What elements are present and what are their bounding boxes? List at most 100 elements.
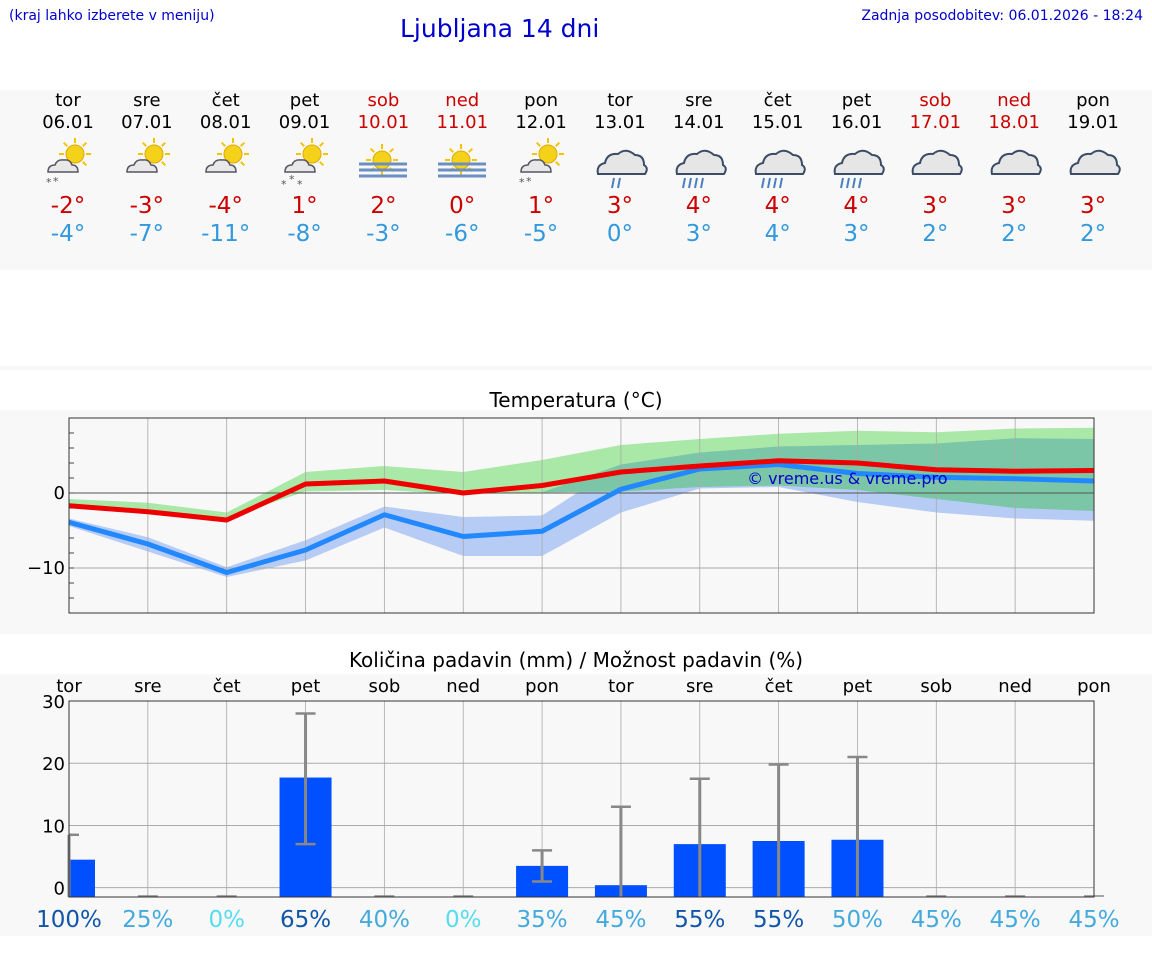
precipitation-chart-title: Količina padavin (mm) / Možnost padavin … [348, 648, 804, 672]
x-category-label: ned [998, 676, 1032, 697]
cloud-rain-icon [754, 149, 806, 189]
max-temperature: 3° [922, 193, 949, 219]
x-category-label: tor [56, 676, 82, 697]
day-date: 15.01 [751, 112, 804, 133]
x-category-label: čet [213, 676, 241, 697]
y-tick-label: 0 [54, 879, 65, 900]
day-column: sre 07.01 -3° -7° [107, 90, 187, 248]
y-tick-label: 20 [42, 754, 65, 775]
day-column: tor 13.01 3° 0° [580, 90, 660, 248]
day-name: tor [55, 90, 81, 111]
day-column: čet 08.01 -4° -11° [186, 90, 266, 248]
plot-frame [68, 700, 1095, 898]
max-temperature: 4° [685, 193, 712, 219]
max-temperature: 3° [1079, 193, 1107, 219]
x-category-label: pet [843, 676, 873, 697]
day-name: sre [685, 90, 713, 111]
x-category-label: pet [291, 676, 321, 697]
max-temperature: -3° [129, 193, 165, 219]
max-temperature: 4° [764, 193, 791, 219]
min-temperature: -6° [445, 221, 480, 247]
day-name: ned [445, 90, 480, 111]
range-overlap [69, 438, 1094, 518]
sun-fog-icon [359, 144, 408, 178]
day-column: pon 12.01 * * 1° -5° [501, 90, 581, 248]
page-title: Ljubljana 14 dni [400, 14, 600, 43]
svg-text:*: * [281, 178, 287, 190]
max-temperature: 1° [291, 193, 318, 219]
cloud-rain-icon [833, 149, 885, 189]
precipitation-probability-label: 65% [280, 907, 331, 933]
precipitation-probability-label: 45% [990, 907, 1041, 933]
sun-cloud-snow-icon: * * [46, 138, 91, 189]
precipitation-probability-label: 45% [1068, 907, 1119, 933]
svg-text:*: * [289, 173, 295, 186]
day-name: sob [367, 90, 400, 111]
x-category-label: sob [368, 676, 400, 697]
day-date: 07.01 [121, 112, 173, 133]
day-date: 06.01 [42, 112, 94, 133]
day-name: pon [524, 90, 559, 111]
svg-text:*: * [53, 175, 59, 188]
day-column: ned 18.01 3° 2° [974, 90, 1054, 248]
day-name: ned [997, 90, 1032, 111]
x-category-label: sob [920, 676, 952, 697]
x-category-label: sre [686, 676, 713, 697]
min-temperature: -4° [50, 221, 86, 247]
day-name: pet [289, 90, 320, 111]
y-tick-label: −10 [27, 558, 65, 579]
location-menu-hint[interactable]: (kraj lahko izberete v meniju) [9, 8, 215, 24]
max-temperature: -2° [50, 193, 86, 219]
min-temperature: 2° [1079, 221, 1107, 247]
cloud-icon [1069, 149, 1121, 175]
temperature-chart: 0 −10 © vreme.us & vreme.pro [27, 417, 1095, 614]
min-temperature: -8° [287, 221, 322, 247]
day-name: tor [607, 90, 633, 111]
day-name: sob [919, 90, 952, 111]
precipitation-probability-label: 45% [911, 907, 962, 933]
watermark-text: © vreme.us & vreme.pro [747, 469, 948, 488]
precipitation-bar [69, 859, 95, 897]
plot-area [69, 701, 1094, 897]
plot-frame [68, 417, 1095, 614]
min-temperature: 0° [606, 221, 633, 247]
cloud-icon [990, 149, 1042, 175]
day-column: čet 15.01 4° 4° [738, 90, 818, 248]
max-temperature-line [68, 458, 1095, 523]
y-tick-label: 10 [42, 816, 65, 837]
day-date: 16.01 [830, 112, 883, 133]
precipitation-probability-label: 55% [753, 907, 804, 933]
day-column: pet 09.01 * * * 1° -8° [265, 90, 345, 248]
min-temperature: -11° [201, 221, 251, 247]
day-column: pon 19.01 3° 2° [1053, 90, 1133, 248]
max-temperature: 3° [1001, 193, 1028, 219]
svg-text:*: * [297, 178, 303, 190]
day-date: 10.01 [357, 112, 410, 133]
day-date: 12.01 [515, 112, 567, 133]
precipitation-probability-label: 55% [674, 907, 725, 933]
day-date: 08.01 [199, 112, 252, 133]
max-temperature: -4° [208, 193, 243, 219]
day-name: sre [133, 90, 161, 111]
day-date: 11.01 [436, 112, 489, 133]
min-temperature: 4° [764, 221, 791, 247]
day-date: 17.01 [909, 112, 962, 133]
precipitation-probability-label: 50% [832, 907, 883, 933]
precipitation-probability-label: 100% [36, 907, 102, 933]
x-category-label: pon [1077, 676, 1111, 697]
forecast-strip-background [0, 90, 1152, 270]
day-date: 13.01 [594, 112, 646, 133]
y-tick-label: 30 [42, 692, 65, 713]
day-name: čet [763, 90, 792, 111]
max-temperature: 1° [528, 193, 555, 219]
sun-cloud-snow-icon: * * [519, 138, 565, 189]
min-temperature-line [68, 462, 1095, 575]
max-temperature: 4° [843, 193, 870, 219]
sun-cloud-icon [126, 138, 170, 173]
precipitation-probability-label: 35% [517, 907, 568, 933]
day-column: pet 16.01 4° 3° [817, 90, 897, 248]
y-tick-label: 0 [54, 483, 65, 504]
sun-cloud-icon [204, 138, 249, 173]
sun-cloud-snow-heavy-icon: * * * [281, 138, 328, 190]
separator [0, 366, 1152, 370]
